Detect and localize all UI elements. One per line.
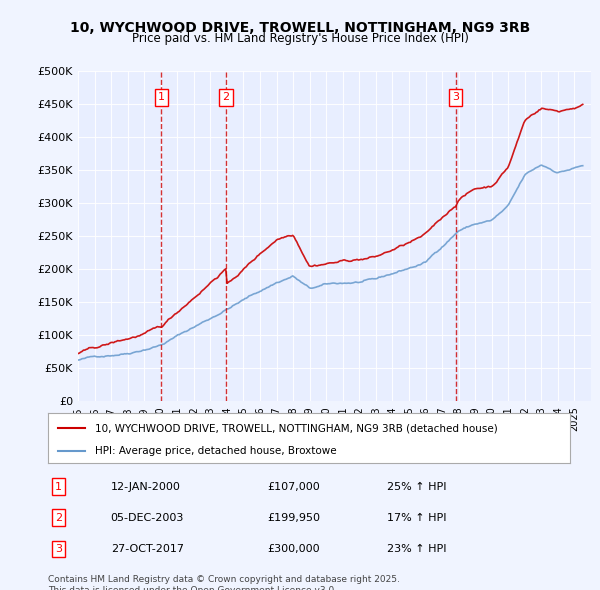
Text: £107,000: £107,000 <box>267 481 320 491</box>
Text: Price paid vs. HM Land Registry's House Price Index (HPI): Price paid vs. HM Land Registry's House … <box>131 32 469 45</box>
Text: 1: 1 <box>55 481 62 491</box>
Text: 05-DEC-2003: 05-DEC-2003 <box>110 513 184 523</box>
Text: 3: 3 <box>452 92 459 102</box>
Text: Contains HM Land Registry data © Crown copyright and database right 2025.
This d: Contains HM Land Registry data © Crown c… <box>48 575 400 590</box>
Text: 23% ↑ HPI: 23% ↑ HPI <box>388 544 447 554</box>
Text: 10, WYCHWOOD DRIVE, TROWELL, NOTTINGHAM, NG9 3RB (detached house): 10, WYCHWOOD DRIVE, TROWELL, NOTTINGHAM,… <box>95 423 498 433</box>
Text: 25% ↑ HPI: 25% ↑ HPI <box>388 481 447 491</box>
Text: £300,000: £300,000 <box>267 544 320 554</box>
Text: 1: 1 <box>158 92 165 102</box>
Text: 12-JAN-2000: 12-JAN-2000 <box>110 481 181 491</box>
Text: 27-OCT-2017: 27-OCT-2017 <box>110 544 184 554</box>
Text: 2: 2 <box>222 92 229 102</box>
Text: 10, WYCHWOOD DRIVE, TROWELL, NOTTINGHAM, NG9 3RB: 10, WYCHWOOD DRIVE, TROWELL, NOTTINGHAM,… <box>70 21 530 35</box>
Text: £199,950: £199,950 <box>267 513 320 523</box>
Text: HPI: Average price, detached house, Broxtowe: HPI: Average price, detached house, Brox… <box>95 445 337 455</box>
Text: 3: 3 <box>55 544 62 554</box>
Text: 17% ↑ HPI: 17% ↑ HPI <box>388 513 447 523</box>
Text: 2: 2 <box>55 513 62 523</box>
